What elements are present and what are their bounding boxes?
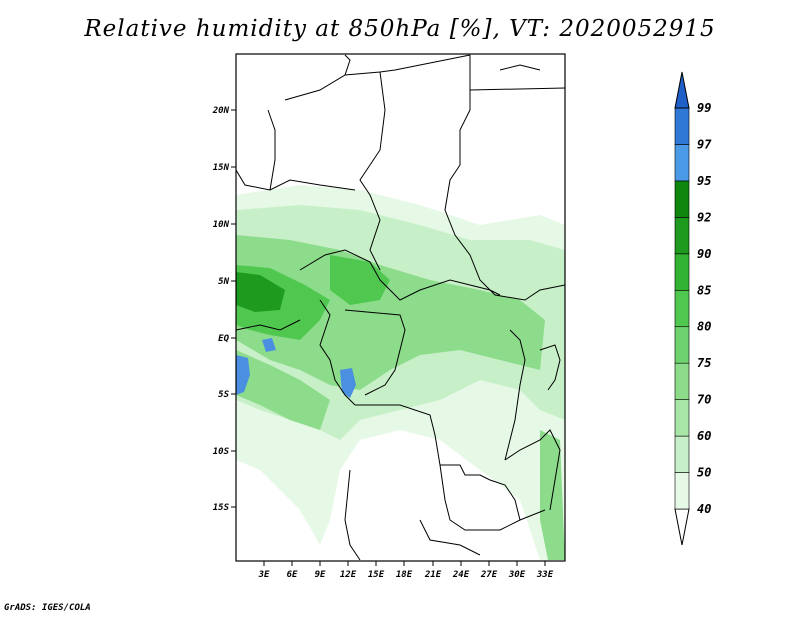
colorbar-label: 92	[697, 210, 711, 224]
colorbar-label: 75	[697, 356, 711, 370]
lon-label: 15E	[368, 570, 385, 580]
rh-band-97-a	[236, 355, 250, 395]
lon-label: 21E	[424, 570, 442, 580]
colorbar-label: 40	[697, 502, 711, 516]
colorbar-label: 80	[697, 320, 711, 334]
rh-band-92	[236, 272, 285, 312]
lon-label: 18E	[396, 570, 413, 580]
colorbar-label: 99	[697, 101, 711, 115]
colorbar-labels: 40 50 60 70 75 80 85 90 92 95 97 99	[697, 101, 712, 516]
lat-label: EQ	[218, 334, 229, 344]
colorbar-segment	[674, 399, 690, 437]
colorbar-label: 97	[697, 137, 712, 151]
lon-ticks	[263, 561, 546, 566]
lat-labels: 20N 15N 10N 5N EQ 5S 10S 15S	[212, 106, 230, 513]
rh-band-75-south	[236, 350, 330, 430]
lon-labels: 3E 6E 9E 12E 15E 18E 21E 24E 27E 30E 33E	[258, 570, 554, 580]
lat-label: 20N	[212, 106, 230, 116]
colorbar-segment	[674, 107, 690, 145]
colorbar-segment	[674, 217, 690, 255]
colorbar-segment	[674, 289, 690, 328]
lon-label: 27E	[480, 570, 498, 580]
colorbar: 40 50 60 70 75 80 85 90 92 95 97 99	[674, 71, 712, 546]
colorbar-segment	[674, 180, 690, 218]
lon-label: 30E	[508, 570, 526, 580]
colorbar-label: 85	[697, 283, 711, 297]
colorbar-boxes	[674, 71, 690, 546]
colorbar-label: 60	[697, 429, 711, 443]
lon-label: 6E	[287, 570, 298, 580]
humidity-field	[236, 185, 565, 560]
colorbar-label: 90	[697, 247, 711, 261]
map-frame	[235, 53, 566, 562]
colorbar-min-arrow	[674, 508, 690, 546]
colorbar-label: 70	[697, 393, 711, 407]
colorbar-segment	[674, 472, 690, 510]
lat-label: 15N	[213, 163, 230, 173]
colorbar-segment	[674, 326, 690, 364]
colorbar-label: 95	[697, 174, 711, 188]
rh-band-97-c	[262, 338, 276, 352]
colorbar-max-arrow	[674, 71, 690, 109]
colorbar-segment	[674, 435, 690, 473]
lat-ticks	[231, 109, 236, 508]
map-title: Relative humidity at 850hPa [%], VT: 202…	[84, 16, 716, 42]
lon-label: 24E	[452, 570, 470, 580]
lon-label: 9E	[315, 570, 326, 580]
lat-label: 15S	[213, 503, 230, 513]
lon-label: 12E	[340, 570, 357, 580]
colorbar-segment	[674, 253, 690, 291]
colorbar-segment	[674, 144, 690, 182]
country-borders	[235, 54, 566, 561]
lat-label: 5N	[218, 277, 229, 287]
rh-band-85-b	[330, 255, 390, 305]
colorbar-segment	[674, 362, 690, 400]
rh-band-97-b	[340, 368, 356, 398]
rh-band-75	[236, 235, 545, 390]
grads-credit: GrADS: IGES/COLA	[4, 603, 91, 613]
lon-label: 33E	[536, 570, 554, 580]
colorbar-label: 50	[697, 466, 711, 480]
lat-label: 10N	[213, 220, 230, 230]
lat-label: 10S	[213, 447, 230, 457]
lon-label: 3E	[258, 570, 270, 580]
lat-label: 5S	[218, 390, 229, 400]
